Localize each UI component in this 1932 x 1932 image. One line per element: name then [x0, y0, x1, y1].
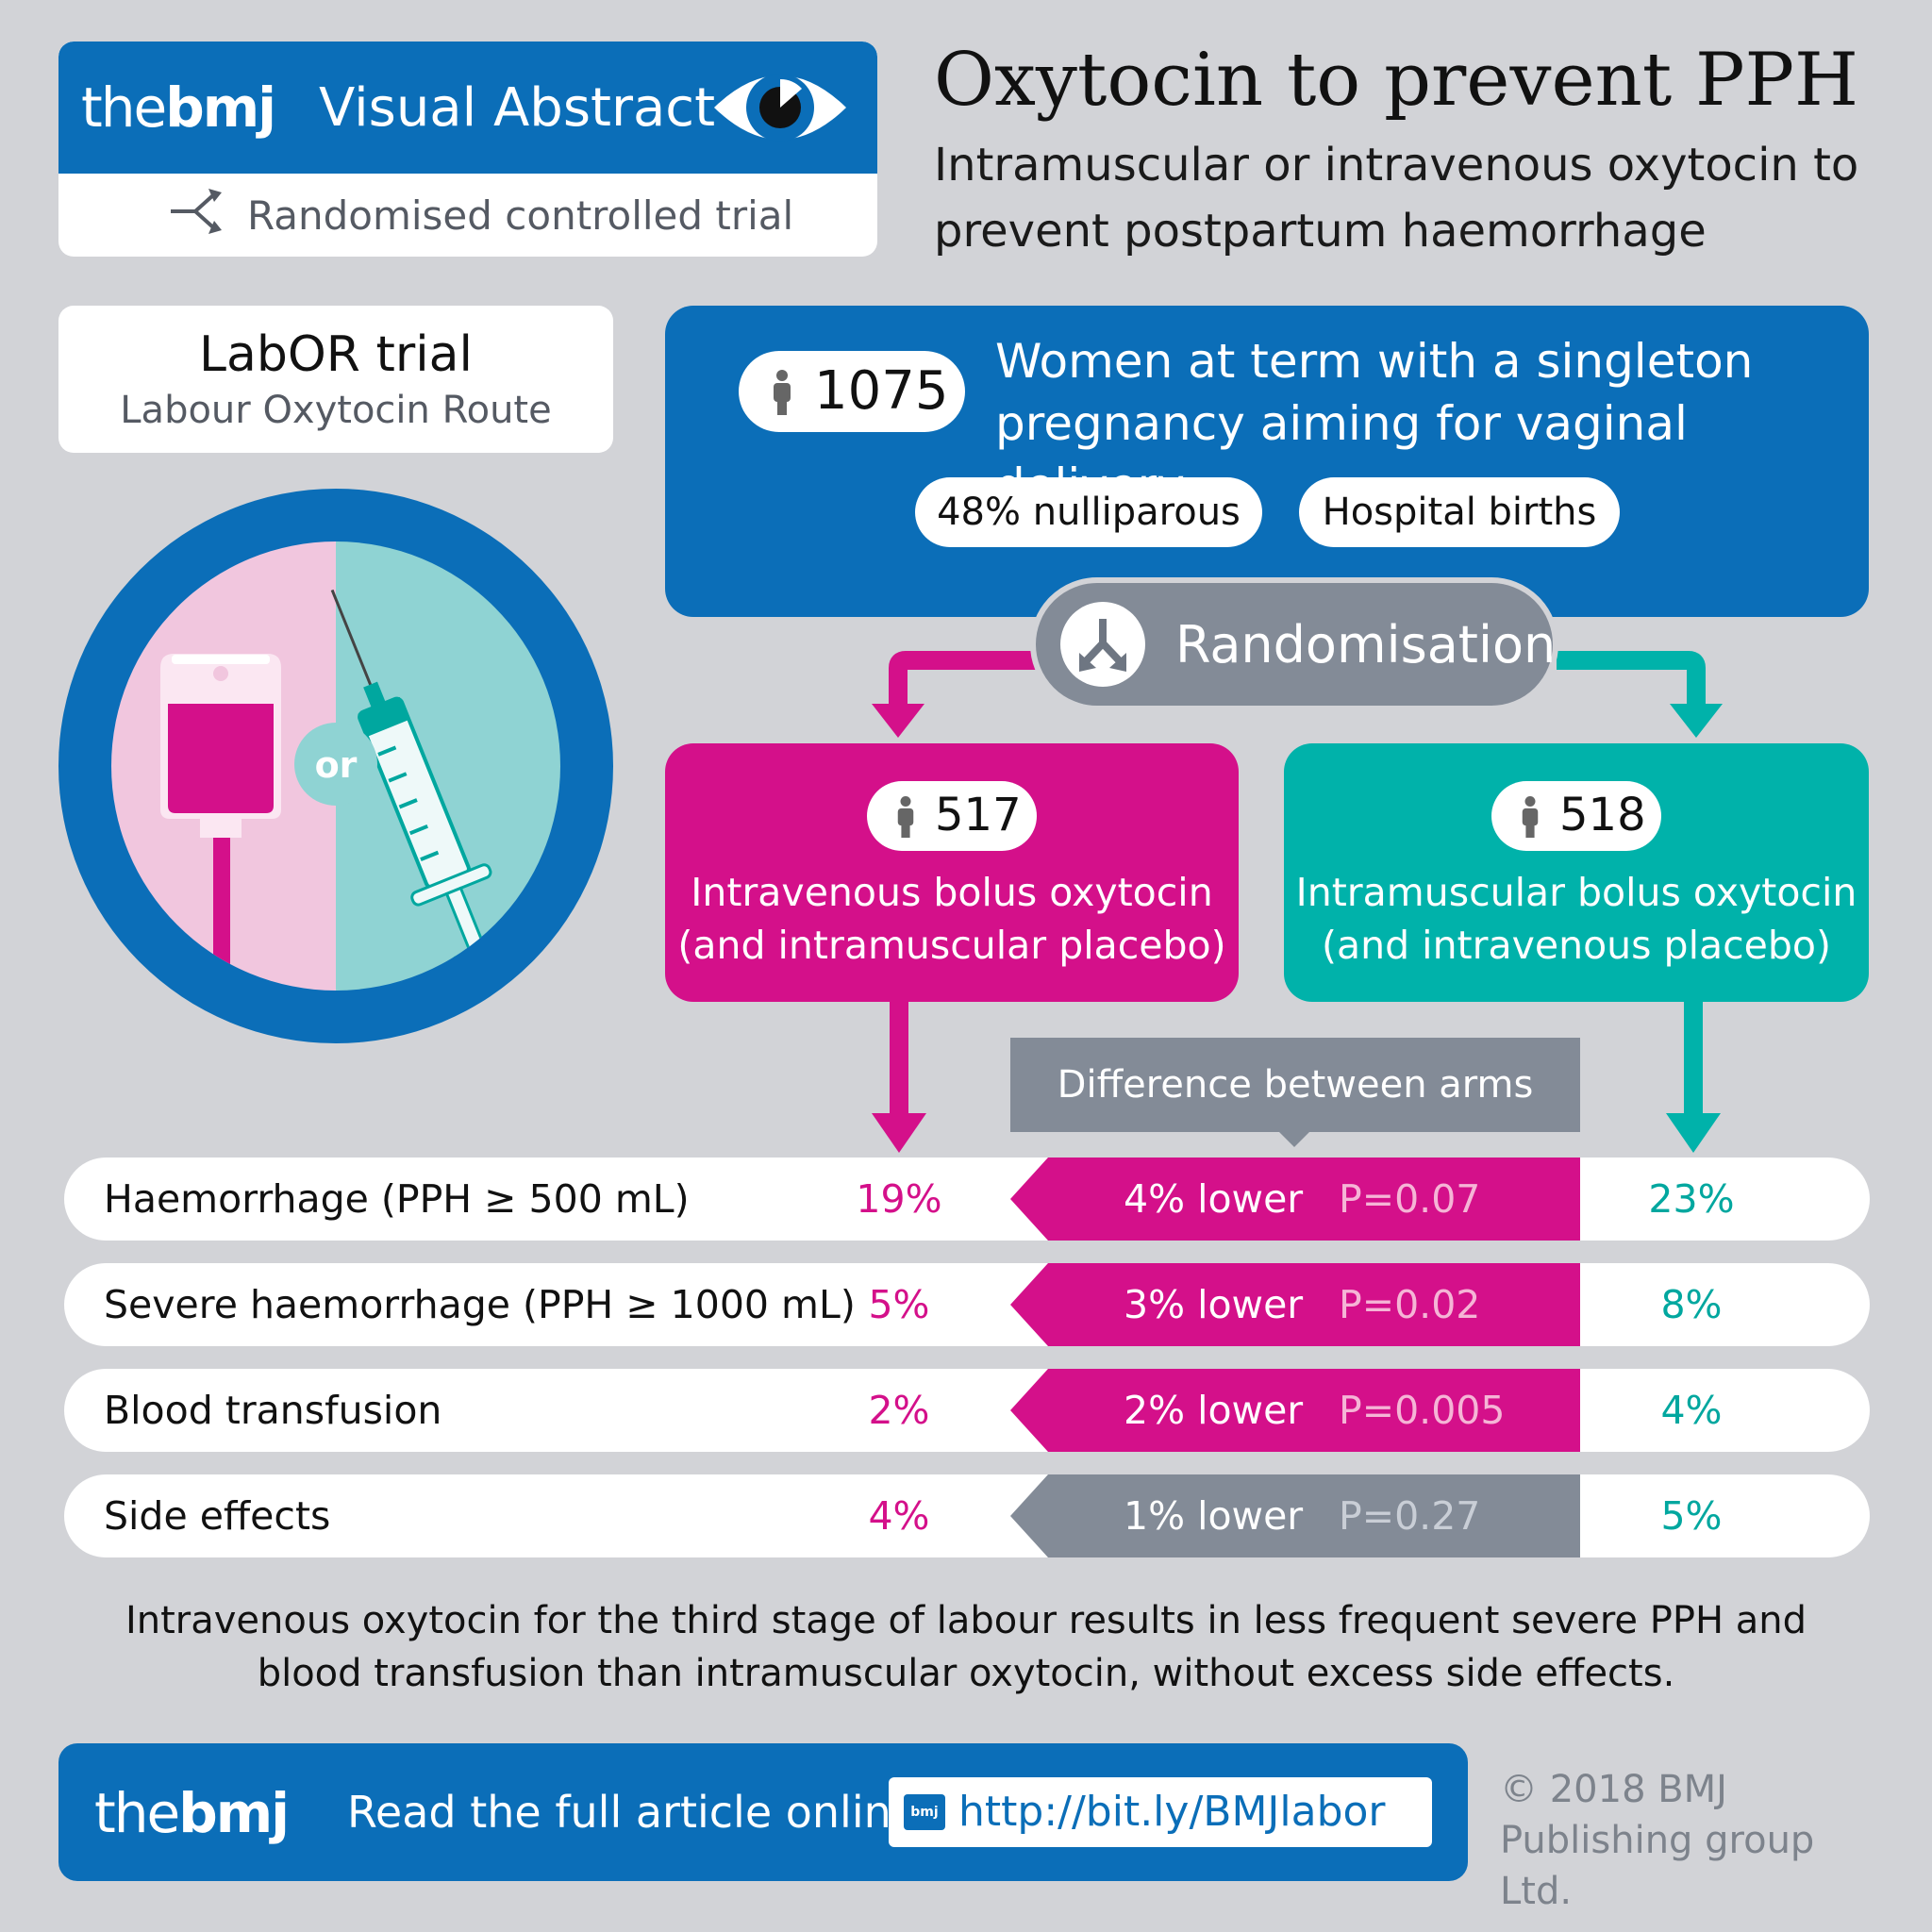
iv-down-arrow [872, 1002, 926, 1153]
difference-header: Difference between arms [1010, 1038, 1580, 1132]
p-value: P=0.27 [1339, 1493, 1481, 1539]
iv-bag-icon [160, 654, 281, 991]
iv-value: 19% [856, 1176, 942, 1222]
difference-header-notch [1277, 1130, 1311, 1147]
outcome-row-blood-transfusion: Blood transfusion 2% 2% lower P=0.005 4% [64, 1369, 1870, 1452]
im-arm-count-pill: 518 [1491, 781, 1661, 851]
im-value: 23% [1648, 1176, 1735, 1222]
im-arm-count: 518 [1559, 789, 1646, 841]
page-title: Oxytocin to prevent PPH [934, 38, 1859, 123]
difference-arrow-shape [1010, 1158, 1580, 1241]
p-value: P=0.07 [1339, 1176, 1481, 1222]
iv-arm-box: 517 Intravenous bolus oxytocin (and intr… [665, 743, 1239, 1002]
hospital-births-tag: Hospital births [1299, 477, 1620, 547]
conclusion-text: Intravenous oxytocin for the third stage… [125, 1599, 1807, 1695]
read-article-label: Read the full article online [347, 1787, 919, 1838]
iv-arm-description: Intravenous bolus oxytocin (and intramus… [677, 870, 1226, 968]
copyright-notice: © 2018 BMJ Publishing group Ltd. [1500, 1768, 1815, 1913]
trial-name: LabOR trial [199, 326, 473, 383]
iv-arm-arrow [872, 651, 1038, 738]
visual-abstract-label: Visual Abstract [319, 77, 716, 139]
difference-value: 3% lower [1124, 1282, 1304, 1327]
bmj-link-icon: bmj [904, 1794, 945, 1830]
randomisation-label: Randomisation [1175, 615, 1557, 675]
difference-cell: 1% lower P=0.27 [1010, 1474, 1580, 1557]
randomisation-icon [1060, 602, 1145, 687]
page-subtitle: Intramuscular or intravenous oxytocin to… [934, 139, 1859, 258]
eye-icon [714, 74, 846, 142]
population-box: 1075 Women at term with a singleton preg… [665, 306, 1869, 617]
difference-arrow-shape [1010, 1369, 1580, 1452]
footer-banner: thebmj Read the full article online bmj … [58, 1743, 1468, 1881]
outcome-label: Side effects [104, 1493, 331, 1539]
header-banner: thebmj Visual Abstract [58, 42, 877, 174]
im-value: 4% [1660, 1388, 1723, 1433]
header-card: thebmj Visual Abstract Randomised contro… [58, 42, 877, 257]
nulliparous-tag: 48% nulliparous [915, 477, 1262, 547]
outcome-label: Blood transfusion [104, 1388, 442, 1433]
outcome-label: Haemorrhage (PPH ≥ 500 mL) [104, 1176, 690, 1222]
article-link[interactable]: bmj http://bit.ly/BMJlabor [889, 1777, 1432, 1847]
outcome-label: Severe haemorrhage (PPH ≥ 1000 mL) [104, 1282, 856, 1327]
difference-value: 1% lower [1124, 1493, 1304, 1539]
im-arm-arrow [1557, 651, 1723, 738]
population-count: 1075 [814, 360, 949, 422]
outcome-row-haemorrhage: Haemorrhage (PPH ≥ 500 mL) 19% 4% lower … [64, 1158, 1870, 1241]
difference-value: 4% lower [1124, 1176, 1304, 1222]
bmj-logo: thebmj [81, 75, 276, 140]
im-arm-description: Intramuscular bolus oxytocin (and intrav… [1295, 870, 1857, 968]
iv-value: 2% [868, 1388, 930, 1433]
trial-full-name: Labour Oxytocin Route [120, 389, 552, 432]
or-label: or [315, 744, 358, 786]
difference-arrow-shape [1010, 1263, 1580, 1346]
p-value: P=0.02 [1339, 1282, 1481, 1327]
im-down-arrow [1666, 1002, 1721, 1153]
difference-value: 2% lower [1124, 1388, 1304, 1433]
iv-value: 5% [868, 1282, 930, 1327]
route-illustration: or [58, 489, 613, 1043]
randomisation-pill: Randomisation [1030, 577, 1558, 711]
p-value: P=0.005 [1339, 1388, 1506, 1433]
trial-type: Randomised controlled trial [247, 192, 794, 239]
person-icon [897, 796, 914, 838]
outcome-row-severe-haemorrhage: Severe haemorrhage (PPH ≥ 1000 mL) 5% 3%… [64, 1263, 1870, 1346]
randomise-branch-icon [171, 189, 222, 234]
im-arm-box: 518 Intramuscular bolus oxytocin (and in… [1284, 743, 1869, 1002]
outcome-row-side-effects: Side effects 4% 1% lower P=0.27 5% [64, 1474, 1870, 1557]
difference-cell: 3% lower P=0.02 [1010, 1263, 1580, 1346]
iv-or-im-illustration: or [58, 489, 613, 1043]
iv-arm-count: 517 [935, 789, 1022, 841]
iv-value: 4% [868, 1493, 930, 1539]
im-value: 8% [1660, 1282, 1723, 1327]
difference-cell: 4% lower P=0.07 [1010, 1158, 1580, 1241]
person-icon [774, 370, 791, 415]
difference-cell: 2% lower P=0.005 [1010, 1369, 1580, 1452]
im-value: 5% [1660, 1493, 1723, 1539]
iv-arm-count-pill: 517 [867, 781, 1037, 851]
article-url[interactable]: http://bit.ly/BMJlabor [958, 1788, 1386, 1836]
difference-arrow-shape [1010, 1474, 1580, 1557]
bmj-logo: thebmj [94, 1781, 290, 1845]
trial-name-card: LabOR trial Labour Oxytocin Route [58, 306, 613, 453]
population-count-pill: 1075 [739, 351, 965, 432]
person-icon [1522, 796, 1539, 838]
